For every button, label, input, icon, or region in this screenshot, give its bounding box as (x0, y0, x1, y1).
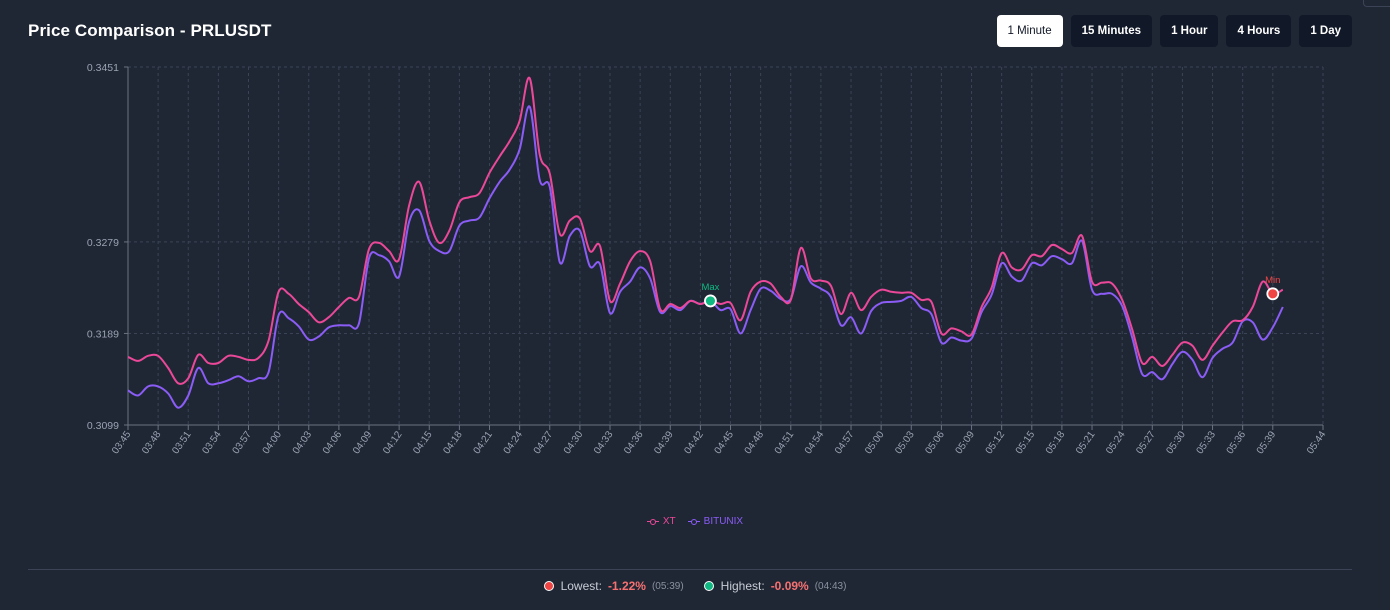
timeframe-1-hour-button[interactable]: 1 Hour (1160, 15, 1219, 47)
series-line-bitunix (127, 105, 1284, 409)
line-marker-icon (687, 518, 700, 526)
lowest-value: -1.22% (607, 579, 646, 593)
x-tick-label: 04:27 (532, 429, 556, 456)
timeframe-4-hours-button[interactable]: 4 Hours (1226, 15, 1292, 47)
legend-item-bitunix[interactable]: BITUNIX (687, 516, 744, 527)
x-tick-label: 05:12 (984, 429, 1008, 456)
x-tick-label: 05:00 (863, 429, 887, 456)
x-tick-label: 05:18 (1044, 429, 1068, 456)
x-tick-label: 03:57 (231, 429, 255, 456)
x-tick-label: 05:36 (1225, 429, 1249, 456)
highest-value: -0.09% (770, 579, 809, 593)
x-tick-label: 05:30 (1165, 429, 1189, 456)
chart-legend: XT BITUNIX (0, 516, 1390, 527)
x-tick-label: 05:44 (1305, 429, 1329, 456)
legend-label-bitunix: BITUNIX (703, 516, 744, 527)
x-tick-label: 04:24 (502, 429, 526, 456)
x-tick-label: 03:48 (140, 429, 164, 456)
x-tick-label: 04:33 (592, 429, 616, 456)
highest-label: Highest: (720, 579, 765, 593)
x-tick-label: 04:57 (833, 429, 857, 456)
lowest-time: (05:39) (651, 580, 684, 592)
x-tick-label: 03:51 (170, 429, 194, 456)
y-tick-label: 0.3099 (87, 420, 119, 432)
line-marker-icon (646, 518, 659, 526)
x-tick-label: 04:18 (441, 429, 465, 456)
x-tick-label: 04:45 (713, 429, 737, 456)
x-tick-label: 04:09 (351, 429, 375, 456)
highest-dot-icon (703, 581, 714, 591)
spread-summary: Lowest: -1.22% (05:39) Highest: -0.09% (… (0, 579, 1390, 593)
x-tick-label: 03:45 (110, 429, 134, 456)
max-marker (704, 294, 717, 308)
timeframe-selector: 1 Minute 15 Minutes 1 Hour 4 Hours 1 Day (996, 15, 1352, 47)
footer-divider (28, 569, 1352, 570)
x-tick-label: 05:24 (1104, 429, 1128, 456)
x-tick-label: 04:21 (472, 429, 496, 456)
x-tick-label: 05:03 (893, 429, 917, 456)
x-tick-label: 05:39 (1255, 429, 1279, 456)
x-tick-label: 04:48 (743, 429, 767, 456)
lowest-label: Lowest: (560, 579, 602, 593)
lowest-dot-icon (543, 581, 554, 591)
x-tick-label: 04:06 (321, 429, 345, 456)
x-tick-label: 05:33 (1195, 429, 1219, 456)
legend-item-xt[interactable]: XT (646, 516, 676, 527)
timeframe-1-day-button[interactable]: 1 Day (1299, 15, 1352, 47)
x-tick-label: 04:15 (411, 429, 435, 456)
timeframe-1-minute-button[interactable]: 1 Minute (996, 15, 1063, 47)
panel-edge-tab (1363, 0, 1390, 7)
x-tick-label: 04:51 (773, 429, 797, 456)
x-tick-label: 04:39 (652, 429, 676, 456)
series-line-xt (127, 76, 1284, 385)
legend-label-xt: XT (662, 516, 676, 527)
x-tick-label: 03:54 (200, 429, 224, 456)
x-tick-label: 04:36 (622, 429, 646, 456)
x-tick-label: 05:06 (923, 429, 947, 456)
x-tick-label: 05:09 (954, 429, 978, 456)
x-tick-label: 05:15 (1014, 429, 1038, 456)
highest-time: (04:43) (814, 580, 847, 592)
y-tick-label: 0.3189 (87, 328, 119, 340)
x-tick-label: 04:00 (261, 429, 285, 456)
x-tick-label: 04:03 (291, 429, 315, 456)
max-marker-label: Max (701, 282, 719, 293)
x-tick-label: 04:42 (682, 429, 706, 456)
timeframe-15-minutes-button[interactable]: 15 Minutes (1070, 15, 1153, 47)
x-tick-label: 04:12 (381, 429, 405, 456)
y-tick-label: 0.3451 (87, 62, 119, 74)
x-tick-label: 04:30 (562, 429, 586, 456)
x-tick-label: 05:21 (1074, 429, 1098, 456)
highest-stat: Highest: -0.09% (04:43) (703, 579, 847, 593)
y-tick-label: 0.3279 (87, 237, 119, 249)
min-marker (1266, 287, 1280, 301)
x-tick-label: 05:27 (1134, 429, 1158, 456)
chart-title: Price Comparison - PRLUSDT (28, 21, 272, 40)
lowest-stat: Lowest: -1.22% (05:39) (543, 579, 684, 593)
min-marker-label: Min (1265, 275, 1280, 286)
x-tick-label: 04:54 (803, 429, 827, 456)
